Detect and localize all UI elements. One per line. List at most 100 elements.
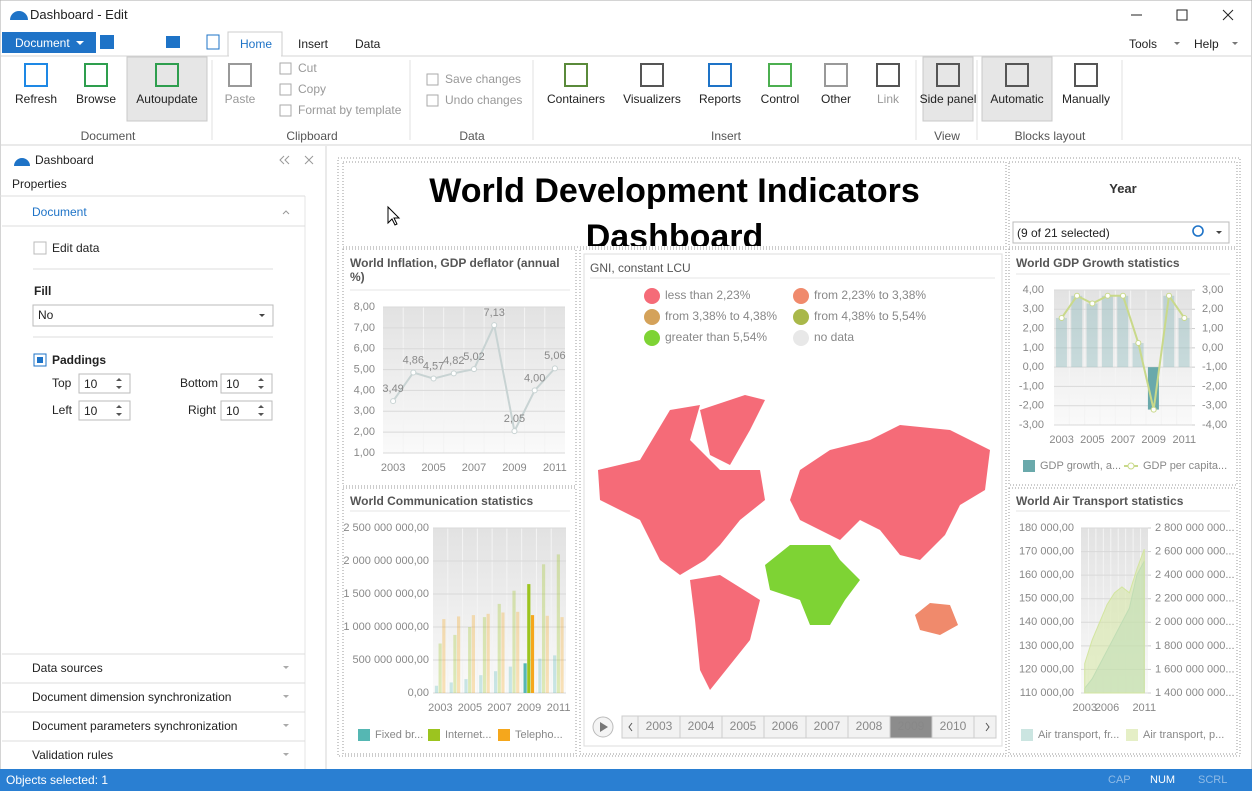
timeline-arrows[interactable] [628, 722, 990, 732]
legend-label: from 2,23% to 3,38% [814, 288, 926, 302]
print-icon[interactable] [166, 36, 180, 48]
y-tick-label: 130 000,00 [1019, 640, 1074, 652]
ribbon-tab[interactable]: Insert [298, 37, 329, 51]
ribbon-button[interactable]: Refresh [14, 92, 58, 106]
document-button-bg[interactable] [2, 32, 96, 53]
x-tick-label: 2005 [458, 702, 482, 714]
fill-dropdown[interactable] [32, 304, 274, 327]
checkbox-label: Edit data [52, 241, 100, 255]
padding-value[interactable]: 10 [84, 404, 98, 418]
button-icon [24, 63, 48, 87]
active-tab-bg [227, 31, 283, 57]
section-header[interactable]: Document [32, 205, 87, 219]
point [1058, 314, 1065, 321]
world-map [598, 395, 990, 690]
button-icon [708, 63, 732, 87]
y2-tick-label: 1 600 000 000... [1155, 663, 1235, 675]
menu-item[interactable]: Tools [1129, 37, 1158, 51]
bar [523, 663, 527, 693]
collapsed-section[interactable]: Data sources [32, 661, 103, 675]
collapsed-section[interactable]: Document parameters synchronization [32, 719, 238, 733]
ribbon-button[interactable]: Paste [224, 92, 256, 106]
filter-title: Year [1109, 181, 1137, 196]
ribbon-button[interactable]: Browse [75, 92, 116, 106]
x-tick-label: 2009 [502, 462, 526, 474]
ribbon-button[interactable]: Control [760, 92, 800, 106]
ribbon-button[interactable]: Manually [1061, 92, 1111, 106]
search-icon[interactable] [1192, 225, 1204, 237]
section-chevron[interactable] [282, 210, 290, 215]
x-tick-label: 2011 [1132, 702, 1156, 714]
dropdown-arrow [259, 314, 265, 317]
y2-tick-label: 2 200 000 000... [1155, 593, 1235, 605]
y-tick-label: 7,00 [354, 322, 375, 334]
bar [508, 666, 512, 693]
ribbon-button[interactable]: Visualizers [623, 92, 681, 106]
ribbon-button[interactable]: Cut [298, 61, 317, 75]
menu-item[interactable]: Help [1194, 37, 1219, 51]
value-label: 5,06 [544, 350, 565, 362]
legend-label: Air transport, fr... [1038, 729, 1119, 741]
x-tick-label: 2006 [1095, 702, 1119, 714]
y-tick-label: 2 000 000 000,00 [343, 555, 429, 567]
y2-tick-label: -1,00 [1202, 361, 1227, 373]
y-tick-label: 1 500 000 000,00 [343, 588, 429, 600]
save-icon[interactable] [100, 35, 114, 49]
padding-inputs[interactable] [78, 373, 273, 421]
y2-tick-label: 3,00 [1202, 284, 1223, 296]
point [1150, 406, 1157, 413]
close-panel[interactable] [304, 155, 314, 165]
bar [486, 613, 490, 693]
button-icon [1005, 63, 1029, 87]
year-combobox[interactable] [1012, 221, 1230, 244]
ribbon-button[interactable]: Undo changes [445, 93, 523, 107]
ribbon-button[interactable]: Reports [698, 92, 742, 106]
filter-selection[interactable]: (9 of 21 selected) [1017, 226, 1110, 240]
status-bar [0, 769, 1252, 791]
ribbon-tab[interactable]: Home [240, 37, 273, 51]
y-tick-label: 8,00 [354, 301, 375, 313]
checkbox[interactable] [33, 241, 47, 255]
selected-button-bg [981, 56, 1053, 122]
y-tick-label: 2,00 [354, 426, 375, 438]
collapsed-section[interactable]: Document dimension synchronization [32, 690, 232, 704]
collapsed-section[interactable]: Validation rules [32, 748, 114, 762]
legend-swatch [644, 288, 660, 304]
chart-title: World GDP Growth statistics [1016, 256, 1180, 270]
ribbon-button[interactable]: Save changes [445, 72, 522, 86]
collapse-panel[interactable] [279, 155, 290, 165]
ribbon-button[interactable]: Copy [298, 82, 327, 96]
ribbon-group-label: Clipboard [286, 129, 338, 143]
padding-value[interactable]: 10 [226, 377, 240, 391]
point [491, 322, 498, 329]
ribbon-button[interactable]: Link [876, 92, 899, 106]
legend-label: Telepho... [515, 729, 563, 741]
point [430, 375, 437, 382]
point [1166, 292, 1172, 299]
legend-swatch [644, 309, 660, 325]
bar [527, 584, 531, 693]
bar [464, 679, 468, 693]
ribbon-button[interactable]: Other [820, 92, 851, 106]
ribbon-button[interactable]: Containers [546, 92, 606, 106]
padding-value[interactable]: 10 [226, 404, 240, 418]
bar [468, 627, 472, 693]
point [390, 398, 397, 405]
preview-icon[interactable] [206, 34, 220, 50]
ribbon-button[interactable]: Side panel [919, 92, 977, 106]
padding-value[interactable]: 10 [84, 377, 98, 391]
timeline-year: 2007 [814, 719, 841, 733]
padding-label: Right [188, 403, 217, 417]
ribbon-button[interactable]: Format by template [298, 103, 402, 117]
bar [434, 685, 439, 693]
document-menu[interactable]: Document [15, 36, 70, 50]
ribbon-button[interactable]: Automatic [990, 92, 1044, 106]
maximize[interactable] [1176, 9, 1188, 21]
y-tick-label: -2,00 [1019, 400, 1044, 412]
ribbon-tab[interactable]: Data [355, 37, 381, 51]
timeline-cell[interactable] [931, 715, 975, 739]
ribbon-button[interactable]: Autoupdate [136, 92, 198, 106]
dropdown-arrow [1216, 231, 1222, 234]
close[interactable] [1222, 9, 1234, 21]
legend-label: Internet... [445, 729, 491, 741]
